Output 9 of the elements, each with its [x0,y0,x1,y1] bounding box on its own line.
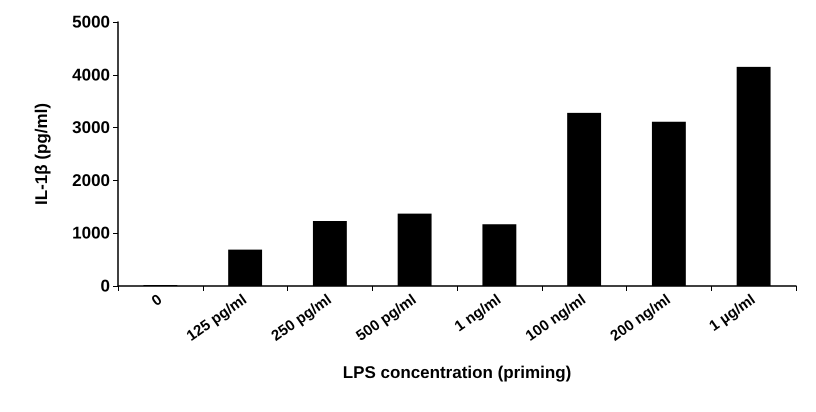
y-tick-label: 2000 [72,170,110,190]
y-axis-title: IL-1β (pg/ml) [32,103,51,205]
y-tick-label: 4000 [72,65,110,84]
y-tick-label: 5000 [72,12,110,32]
y-tick-label: 3000 [72,118,110,138]
x-axis-title: LPS concentration (priming) [342,363,572,382]
x-tick-label: 0 [148,291,166,310]
y-tick-label: 1000 [72,224,110,243]
y-tick-label: 0 [100,276,110,296]
